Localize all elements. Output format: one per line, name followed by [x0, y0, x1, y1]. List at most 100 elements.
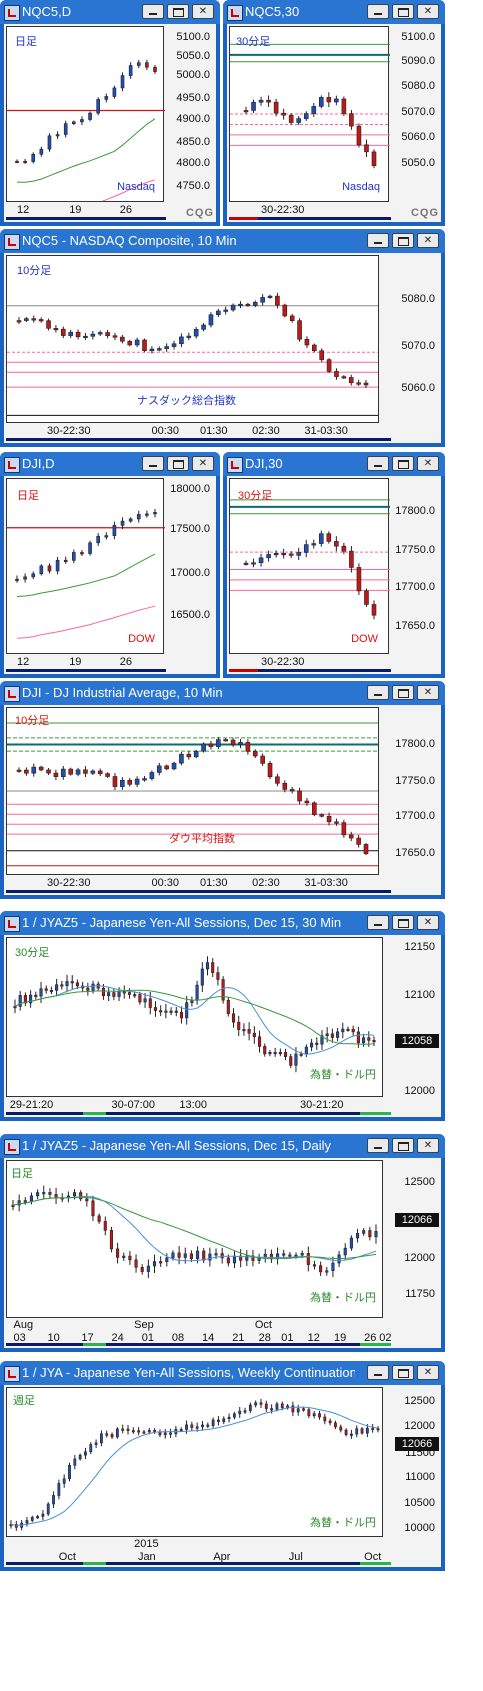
time-axis[interactable]: 30-22:30: [229, 654, 389, 672]
minimize-button[interactable]: [367, 1365, 389, 1380]
title-bar[interactable]: DJI - DJ Industrial Average, 10 Min ✕: [0, 681, 445, 705]
title-bar[interactable]: DJI,30 ✕: [223, 452, 445, 476]
maximize-button[interactable]: [392, 4, 414, 19]
close-button[interactable]: ✕: [417, 1138, 439, 1153]
close-button[interactable]: ✕: [192, 4, 214, 19]
window-dji-daily[interactable]: DJI,D ✕ 日足 DOW 18000.0 17500.0 17000.0 1650…: [0, 452, 220, 678]
maximize-button[interactable]: [167, 4, 189, 19]
maximize-button[interactable]: [392, 1365, 414, 1380]
time-axis[interactable]: Oct Jan Apr Jul Oct 2015: [6, 1537, 383, 1565]
time-axis[interactable]: 03 10 17 24 01 08 14 21 28 01 12 19 26 02 Aug Sep Oct: [6, 1318, 392, 1346]
close-button[interactable]: ✕: [417, 456, 439, 471]
price-plot[interactable]: 30分足 Nasdaq: [229, 26, 390, 202]
time-axis[interactable]: 30-22:30 00:30 01:30 02:30 31-03:30: [6, 423, 379, 441]
minimize-button[interactable]: [367, 685, 389, 700]
price-axis[interactable]: 17800.0 17750.0 17700.0 17650.0: [381, 707, 441, 875]
price-axis[interactable]: 18000.0 17500.0 17000.0 16500.0: [166, 478, 216, 654]
close-button[interactable]: ✕: [417, 685, 439, 700]
price-plot[interactable]: 日足 Nasdaq: [6, 26, 165, 202]
minimize-button[interactable]: [367, 456, 389, 471]
close-button[interactable]: ✕: [417, 4, 439, 19]
candle-body: [263, 1253, 267, 1258]
chart-area[interactable]: 日足 Nasdaq 5100.0 5050.0 5000.0 4950.0 4900.0…: [4, 24, 216, 222]
maximize-button[interactable]: [392, 685, 414, 700]
price-axis[interactable]: 12500 12000 11500 11000 10500 10000 12066: [385, 1387, 441, 1537]
maximize-button[interactable]: [392, 456, 414, 471]
candle-body: [47, 135, 52, 150]
window-nqc5-daily[interactable]: NQC5,D ✕ 日足 Nasdaq 5100.0 5050.0 5000.0 495…: [0, 0, 220, 226]
window-dji-10min[interactable]: DJI - DJ Industrial Average, 10 Min ✕ 10…: [0, 681, 445, 899]
close-button[interactable]: ✕: [417, 233, 439, 248]
price-plot[interactable]: 週足 為替・ドル円: [6, 1387, 383, 1537]
minimize-button[interactable]: [142, 4, 164, 19]
price-plot[interactable]: 日足 DOW: [6, 478, 165, 654]
close-button[interactable]: ✕: [417, 915, 439, 930]
price-axis[interactable]: 5100.0 5050.0 5000.0 4950.0 4900.0 4850.0 4800…: [166, 26, 216, 202]
title-bar[interactable]: NQC5 - NASDAQ Composite, 10 Min ✕: [0, 229, 445, 253]
maximize-button[interactable]: [392, 915, 414, 930]
chart-area[interactable]: 30分足 Nasdaq 5100.0 5090.0 5080.0 5070.0 5060…: [227, 24, 441, 222]
price-axis[interactable]: 1250012250120001175012066: [385, 1160, 441, 1318]
candle-body: [248, 1404, 252, 1411]
window-jpy-daily[interactable]: 1 / JYAZ5 - Japanese Yen-All Sessions, D…: [0, 1134, 445, 1352]
chart-area[interactable]: 30分足 DOW 17800.0 17750.0 17700.0 17650.0 30…: [227, 476, 441, 674]
candle-body: [120, 75, 125, 89]
price-plot[interactable]: 10分足 ナスダック総合指数: [6, 255, 379, 423]
time-tick-label: 28: [258, 1332, 271, 1344]
candle-body: [55, 559, 60, 572]
time-axis[interactable]: 12 19 26: [6, 654, 164, 672]
chart-area[interactable]: 日足 DOW 18000.0 17500.0 17000.0 16500.0 12 19…: [4, 476, 216, 674]
candle-body: [52, 1495, 55, 1505]
window-jpy-weekly[interactable]: 1 / JYA - Japanese Yen-All Sessions, Wee…: [0, 1361, 445, 1571]
price-tick-label: 5060.0: [401, 130, 435, 143]
minimize-button[interactable]: [142, 456, 164, 471]
candlestick-chart: [7, 508, 165, 639]
window-jpy-30min[interactable]: 1 / JYAZ5 - Japanese Yen-All Sessions, D…: [0, 911, 445, 1121]
time-axis[interactable]: 29-21:20 30-07:00 13:00 30-21:20: [6, 1097, 383, 1115]
close-button[interactable]: ✕: [192, 456, 214, 471]
time-axis[interactable]: 30-22:30: [229, 202, 389, 220]
maximize-button[interactable]: [167, 456, 189, 471]
chart-area[interactable]: 10分足 ダウ平均指数 17800.0 17750.0 17700.0 17650.0…: [4, 705, 441, 895]
minimize-button[interactable]: [367, 915, 389, 930]
chart-area[interactable]: 日足 為替・ドル円 1250012250120001175012066 0310…: [4, 1158, 441, 1348]
candle-body: [304, 800, 310, 804]
price-plot[interactable]: 30分足 DOW: [229, 478, 390, 654]
price-plot[interactable]: 30分足 為替・ドル円: [6, 937, 383, 1097]
candle-body: [243, 562, 249, 565]
candlestick-chart: [230, 43, 390, 169]
price-plot[interactable]: 10分足 ダウ平均指数: [6, 707, 379, 875]
window-nasdaq-10min[interactable]: NQC5 - NASDAQ Composite, 10 Min ✕ 10分足 ナ…: [0, 229, 445, 447]
title-bar[interactable]: NQC5,D ✕: [0, 0, 220, 24]
time-axis[interactable]: 30-22:30 00:30 01:30 02:30 31-03:30: [6, 875, 379, 893]
instrument-label: DOW: [128, 633, 155, 645]
window-nqc5-30min[interactable]: NQC5,30 ✕ 30分足 Nasdaq 5100.0 5090.0 5080.0…: [223, 0, 445, 226]
candle-body: [107, 992, 111, 997]
title-bar[interactable]: 1 / JYA - Japanese Yen-All Sessions, Wee…: [0, 1361, 445, 1385]
title-bar[interactable]: 1 / JYAZ5 - Japanese Yen-All Sessions, D…: [0, 1134, 445, 1158]
candle-body: [275, 295, 280, 306]
candle-body: [142, 1431, 146, 1434]
price-axis[interactable]: 5080.0 5070.0 5060.0: [381, 255, 441, 423]
minimize-button[interactable]: [367, 233, 389, 248]
candle-body: [60, 328, 66, 336]
maximize-button[interactable]: [392, 1138, 414, 1153]
price-axis[interactable]: 5100.0 5090.0 5080.0 5070.0 5060.0 5050.0: [391, 26, 441, 202]
candle-body: [362, 1037, 366, 1044]
title-bar[interactable]: 1 / JYAZ5 - Japanese Yen-All Sessions, D…: [0, 911, 445, 935]
candle-body: [242, 1029, 246, 1032]
title-bar[interactable]: DJI,D ✕: [0, 452, 220, 476]
close-button[interactable]: ✕: [417, 1365, 439, 1380]
minimize-button[interactable]: [367, 4, 389, 19]
time-axis[interactable]: 12 19 26: [6, 202, 164, 220]
title-bar[interactable]: NQC5,30 ✕: [223, 0, 445, 24]
price-axis[interactable]: 17800.0 17750.0 17700.0 17650.0: [391, 478, 441, 654]
price-plot[interactable]: 日足 為替・ドル円: [6, 1160, 383, 1318]
chart-area[interactable]: 30分足 為替・ドル円 1215012100120501200012058 29…: [4, 935, 441, 1117]
minimize-button[interactable]: [367, 1138, 389, 1153]
chart-area[interactable]: 10分足 ナスダック総合指数 5080.0 5070.0 5060.0 30-22:…: [4, 253, 441, 443]
chart-area[interactable]: 週足 為替・ドル円 12500 12000 11500 11000 10500 10000…: [4, 1385, 441, 1567]
window-dji-30min[interactable]: DJI,30 ✕ 30分足 DOW 17800.0 17750.0 17700.0 1…: [223, 452, 445, 678]
maximize-button[interactable]: [392, 233, 414, 248]
price-axis[interactable]: 1215012100120501200012058: [385, 937, 441, 1097]
